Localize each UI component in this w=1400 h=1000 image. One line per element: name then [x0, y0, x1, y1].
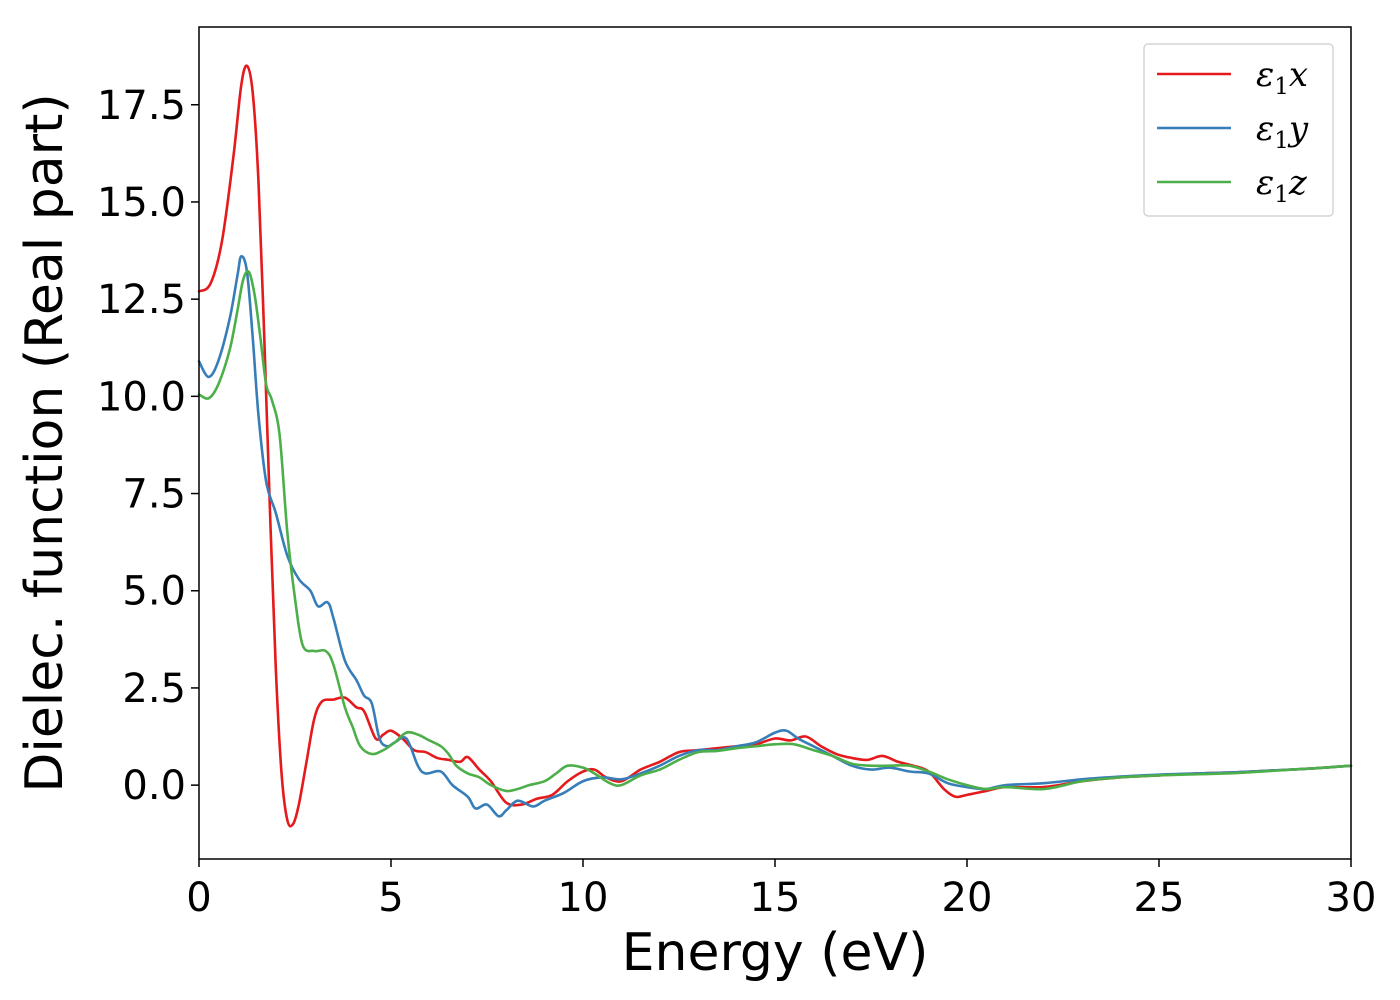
series-line-z: [197, 269, 1353, 793]
y-axis-ticks: 0.0 2.5 5.0 7.5 10.0 12.5 15.0 17.5: [97, 83, 199, 809]
x-tick-label: 0: [186, 875, 211, 921]
legend-box: [1143, 43, 1334, 217]
legend-label: ε1z: [1256, 163, 1308, 208]
legend-entry-x: ε1x: [1157, 55, 1308, 100]
y-tick-label: 0.0: [122, 763, 186, 809]
x-tick-label: 20: [942, 875, 993, 921]
x-tick-label: 25: [1134, 875, 1185, 921]
x-tick-label: 15: [750, 875, 801, 921]
y-tick-label: 12.5: [97, 277, 186, 323]
y-tick-label: 15.0: [97, 180, 186, 226]
y-tick-label: 2.5: [122, 666, 186, 712]
x-axis-ticks: 0 5 10 15 20 25 30: [186, 859, 1376, 921]
y-tick-label: 17.5: [97, 83, 186, 129]
x-tick-label: 10: [558, 875, 609, 921]
legend-label: ε1x: [1256, 55, 1308, 100]
legend-entry-y: ε1y: [1157, 109, 1309, 154]
x-tick-label: 30: [1326, 875, 1377, 921]
y-axis-title: Dielec. function (Real part): [15, 93, 75, 792]
y-tick-label: 10.0: [97, 374, 186, 420]
legend: ε1x ε1y ε1z: [1143, 43, 1334, 217]
legend-label: ε1y: [1256, 109, 1309, 154]
legend-entry-z: ε1z: [1157, 163, 1308, 208]
y-tick-label: 5.0: [122, 569, 186, 615]
plot-lines: [197, 64, 1353, 828]
x-tick-label: 5: [378, 875, 403, 921]
x-axis-title: Energy (eV): [622, 923, 929, 983]
series-line-x: [197, 64, 1353, 828]
y-tick-label: 7.5: [122, 472, 186, 518]
